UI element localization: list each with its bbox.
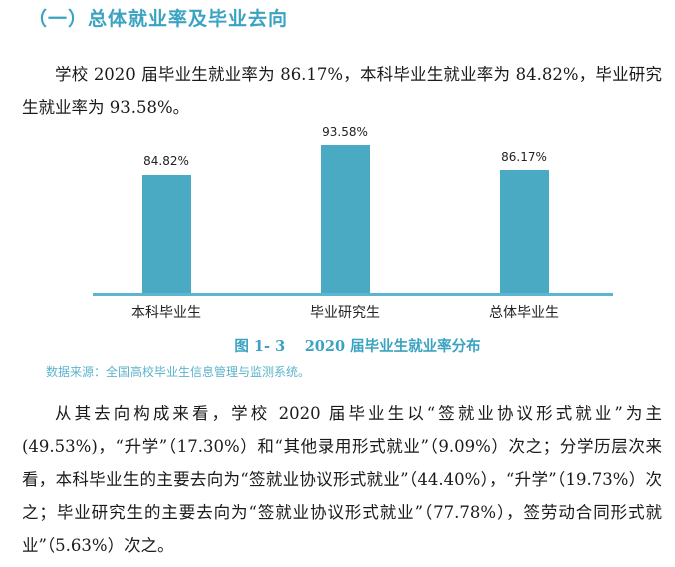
figure-caption: 图 1- 3 2020 届毕业生就业率分布 xyxy=(234,338,481,355)
employment-rate-paragraph: 学校 2020 届毕业生就业率为 86.17%，本科毕业生就业率为 84.82%… xyxy=(22,65,662,117)
category-label: 本科毕业生 xyxy=(131,305,201,321)
bar-value-label: 93.58% xyxy=(322,125,368,139)
section-heading: （一）总体就业率及毕业去向 xyxy=(28,8,289,30)
bar-undergraduate xyxy=(142,175,191,294)
category-label: 总体毕业生 xyxy=(489,305,559,321)
destination-paragraph: 从其去向构成来看，学校 2020 届毕业生以“签就业协议形式就业”为主(49.5… xyxy=(22,404,662,555)
bar-graduate xyxy=(321,145,370,294)
bar-value-label: 86.17% xyxy=(501,150,547,164)
x-axis-line xyxy=(93,293,613,296)
data-source-note: 数据来源：全国高校毕业生信息管理与监测系统。 xyxy=(46,365,311,379)
category-label: 毕业研究生 xyxy=(310,305,380,321)
bar-value-label: 84.82% xyxy=(143,154,189,168)
employment-rate-bar-chart: 84.82% 93.58% 86.17% 本科毕业生 毕业研究生 总体毕业生 xyxy=(0,120,675,330)
bar-overall xyxy=(500,170,549,294)
